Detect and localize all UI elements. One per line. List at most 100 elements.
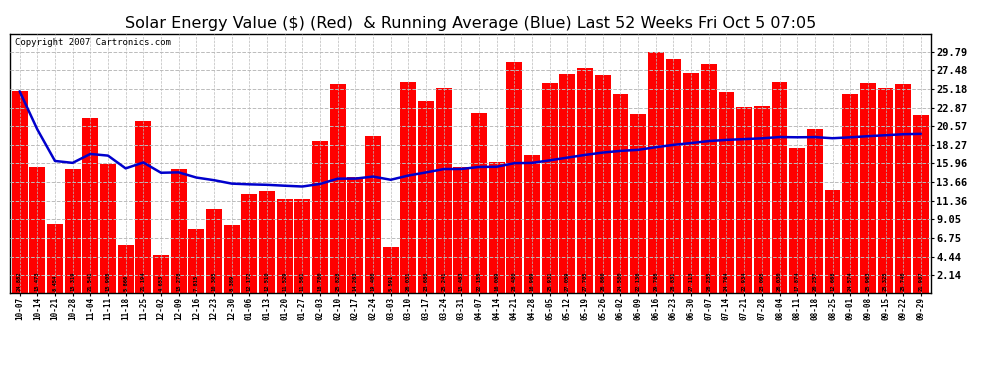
Bar — [524, 155, 541, 292]
Text: 27.113: 27.113 — [689, 272, 694, 291]
Bar — [789, 148, 805, 292]
Text: 15.473: 15.473 — [35, 272, 40, 291]
Bar — [471, 113, 487, 292]
Text: 11.529: 11.529 — [282, 272, 287, 291]
Text: 15.483: 15.483 — [459, 272, 464, 291]
Bar — [825, 190, 841, 292]
Text: 25.828: 25.828 — [336, 272, 341, 291]
Text: 22.155: 22.155 — [476, 272, 481, 291]
Bar — [507, 62, 523, 292]
Bar — [753, 106, 770, 292]
Bar — [418, 101, 434, 292]
Bar — [771, 82, 787, 292]
Bar — [542, 83, 557, 292]
Text: 21.541: 21.541 — [88, 272, 93, 291]
Bar — [577, 69, 593, 292]
Bar — [118, 245, 134, 292]
Bar — [347, 177, 363, 292]
Text: 24.574: 24.574 — [847, 272, 852, 291]
Text: 22.136: 22.136 — [636, 272, 641, 291]
Bar — [277, 199, 293, 292]
Text: 16.969: 16.969 — [530, 272, 535, 291]
Bar — [895, 84, 911, 292]
Text: 23.686: 23.686 — [424, 272, 429, 291]
Text: 8.389: 8.389 — [229, 275, 235, 291]
Text: 28.235: 28.235 — [706, 272, 712, 291]
Bar — [719, 92, 735, 292]
Text: 24.580: 24.580 — [618, 272, 623, 291]
Text: 18.780: 18.780 — [318, 272, 323, 291]
Text: 21.987: 21.987 — [919, 272, 924, 291]
Text: 17.874: 17.874 — [795, 272, 800, 291]
Bar — [64, 169, 80, 292]
Bar — [312, 141, 328, 292]
Text: 25.740: 25.740 — [901, 272, 906, 291]
Text: 7.815: 7.815 — [194, 275, 199, 291]
Bar — [136, 121, 151, 292]
Text: 26.030: 26.030 — [777, 272, 782, 291]
Text: 26.031: 26.031 — [406, 272, 411, 291]
Bar — [595, 75, 611, 292]
Text: 20.257: 20.257 — [813, 272, 818, 291]
Text: 5.591: 5.591 — [388, 275, 393, 291]
Bar — [259, 191, 275, 292]
Bar — [365, 136, 381, 292]
Bar — [683, 73, 699, 292]
Bar — [383, 247, 399, 292]
Text: 24.882: 24.882 — [17, 272, 22, 291]
Text: 22.934: 22.934 — [742, 272, 746, 291]
Text: Copyright 2007 Cartronics.com: Copyright 2007 Cartronics.com — [15, 38, 170, 46]
Text: 10.305: 10.305 — [212, 272, 217, 291]
Bar — [807, 129, 823, 292]
Text: 27.059: 27.059 — [565, 272, 570, 291]
Text: 4.653: 4.653 — [158, 275, 163, 291]
Bar — [647, 52, 663, 292]
Text: 15.319: 15.319 — [70, 272, 75, 291]
Text: 25.963: 25.963 — [865, 272, 870, 291]
Bar — [224, 225, 240, 292]
Bar — [188, 229, 204, 292]
Text: 11.561: 11.561 — [300, 272, 305, 291]
Text: 25.241: 25.241 — [442, 272, 446, 291]
Text: 28.480: 28.480 — [512, 272, 517, 291]
Bar — [860, 82, 876, 292]
Bar — [242, 194, 257, 292]
Bar — [613, 94, 629, 292]
Bar — [877, 88, 894, 292]
Text: 15.905: 15.905 — [106, 272, 111, 291]
Bar — [489, 162, 505, 292]
Text: 26.860: 26.860 — [600, 272, 605, 291]
Bar — [47, 224, 63, 292]
Text: 25.931: 25.931 — [547, 272, 552, 291]
Bar — [559, 74, 575, 292]
Text: 21.194: 21.194 — [141, 272, 146, 291]
Text: 12.510: 12.510 — [264, 272, 269, 291]
Bar — [842, 94, 858, 292]
Text: 12.172: 12.172 — [247, 272, 251, 291]
Bar — [12, 91, 28, 292]
Bar — [453, 167, 469, 292]
Text: 29.786: 29.786 — [653, 272, 658, 291]
Bar — [436, 88, 451, 292]
Title: Solar Energy Value ($) (Red)  & Running Average (Blue) Last 52 Weeks Fri Oct 5 0: Solar Energy Value ($) (Red) & Running A… — [125, 16, 816, 31]
Bar — [913, 115, 929, 292]
Bar — [737, 107, 752, 292]
Text: 5.866: 5.866 — [123, 275, 128, 291]
Bar — [400, 82, 417, 292]
Text: 12.668: 12.668 — [830, 272, 835, 291]
Text: 15.278: 15.278 — [176, 272, 181, 291]
Bar — [665, 59, 681, 292]
Text: 8.454: 8.454 — [52, 275, 57, 291]
Bar — [30, 167, 46, 292]
Text: 16.089: 16.089 — [494, 272, 499, 291]
Text: 23.095: 23.095 — [759, 272, 764, 291]
Bar — [701, 64, 717, 292]
Text: 28.831: 28.831 — [671, 272, 676, 291]
Bar — [206, 209, 222, 292]
Bar — [631, 114, 646, 292]
Text: 19.400: 19.400 — [370, 272, 375, 291]
Bar — [170, 169, 187, 292]
Bar — [153, 255, 169, 292]
Bar — [100, 164, 116, 292]
Text: 14.263: 14.263 — [352, 272, 357, 291]
